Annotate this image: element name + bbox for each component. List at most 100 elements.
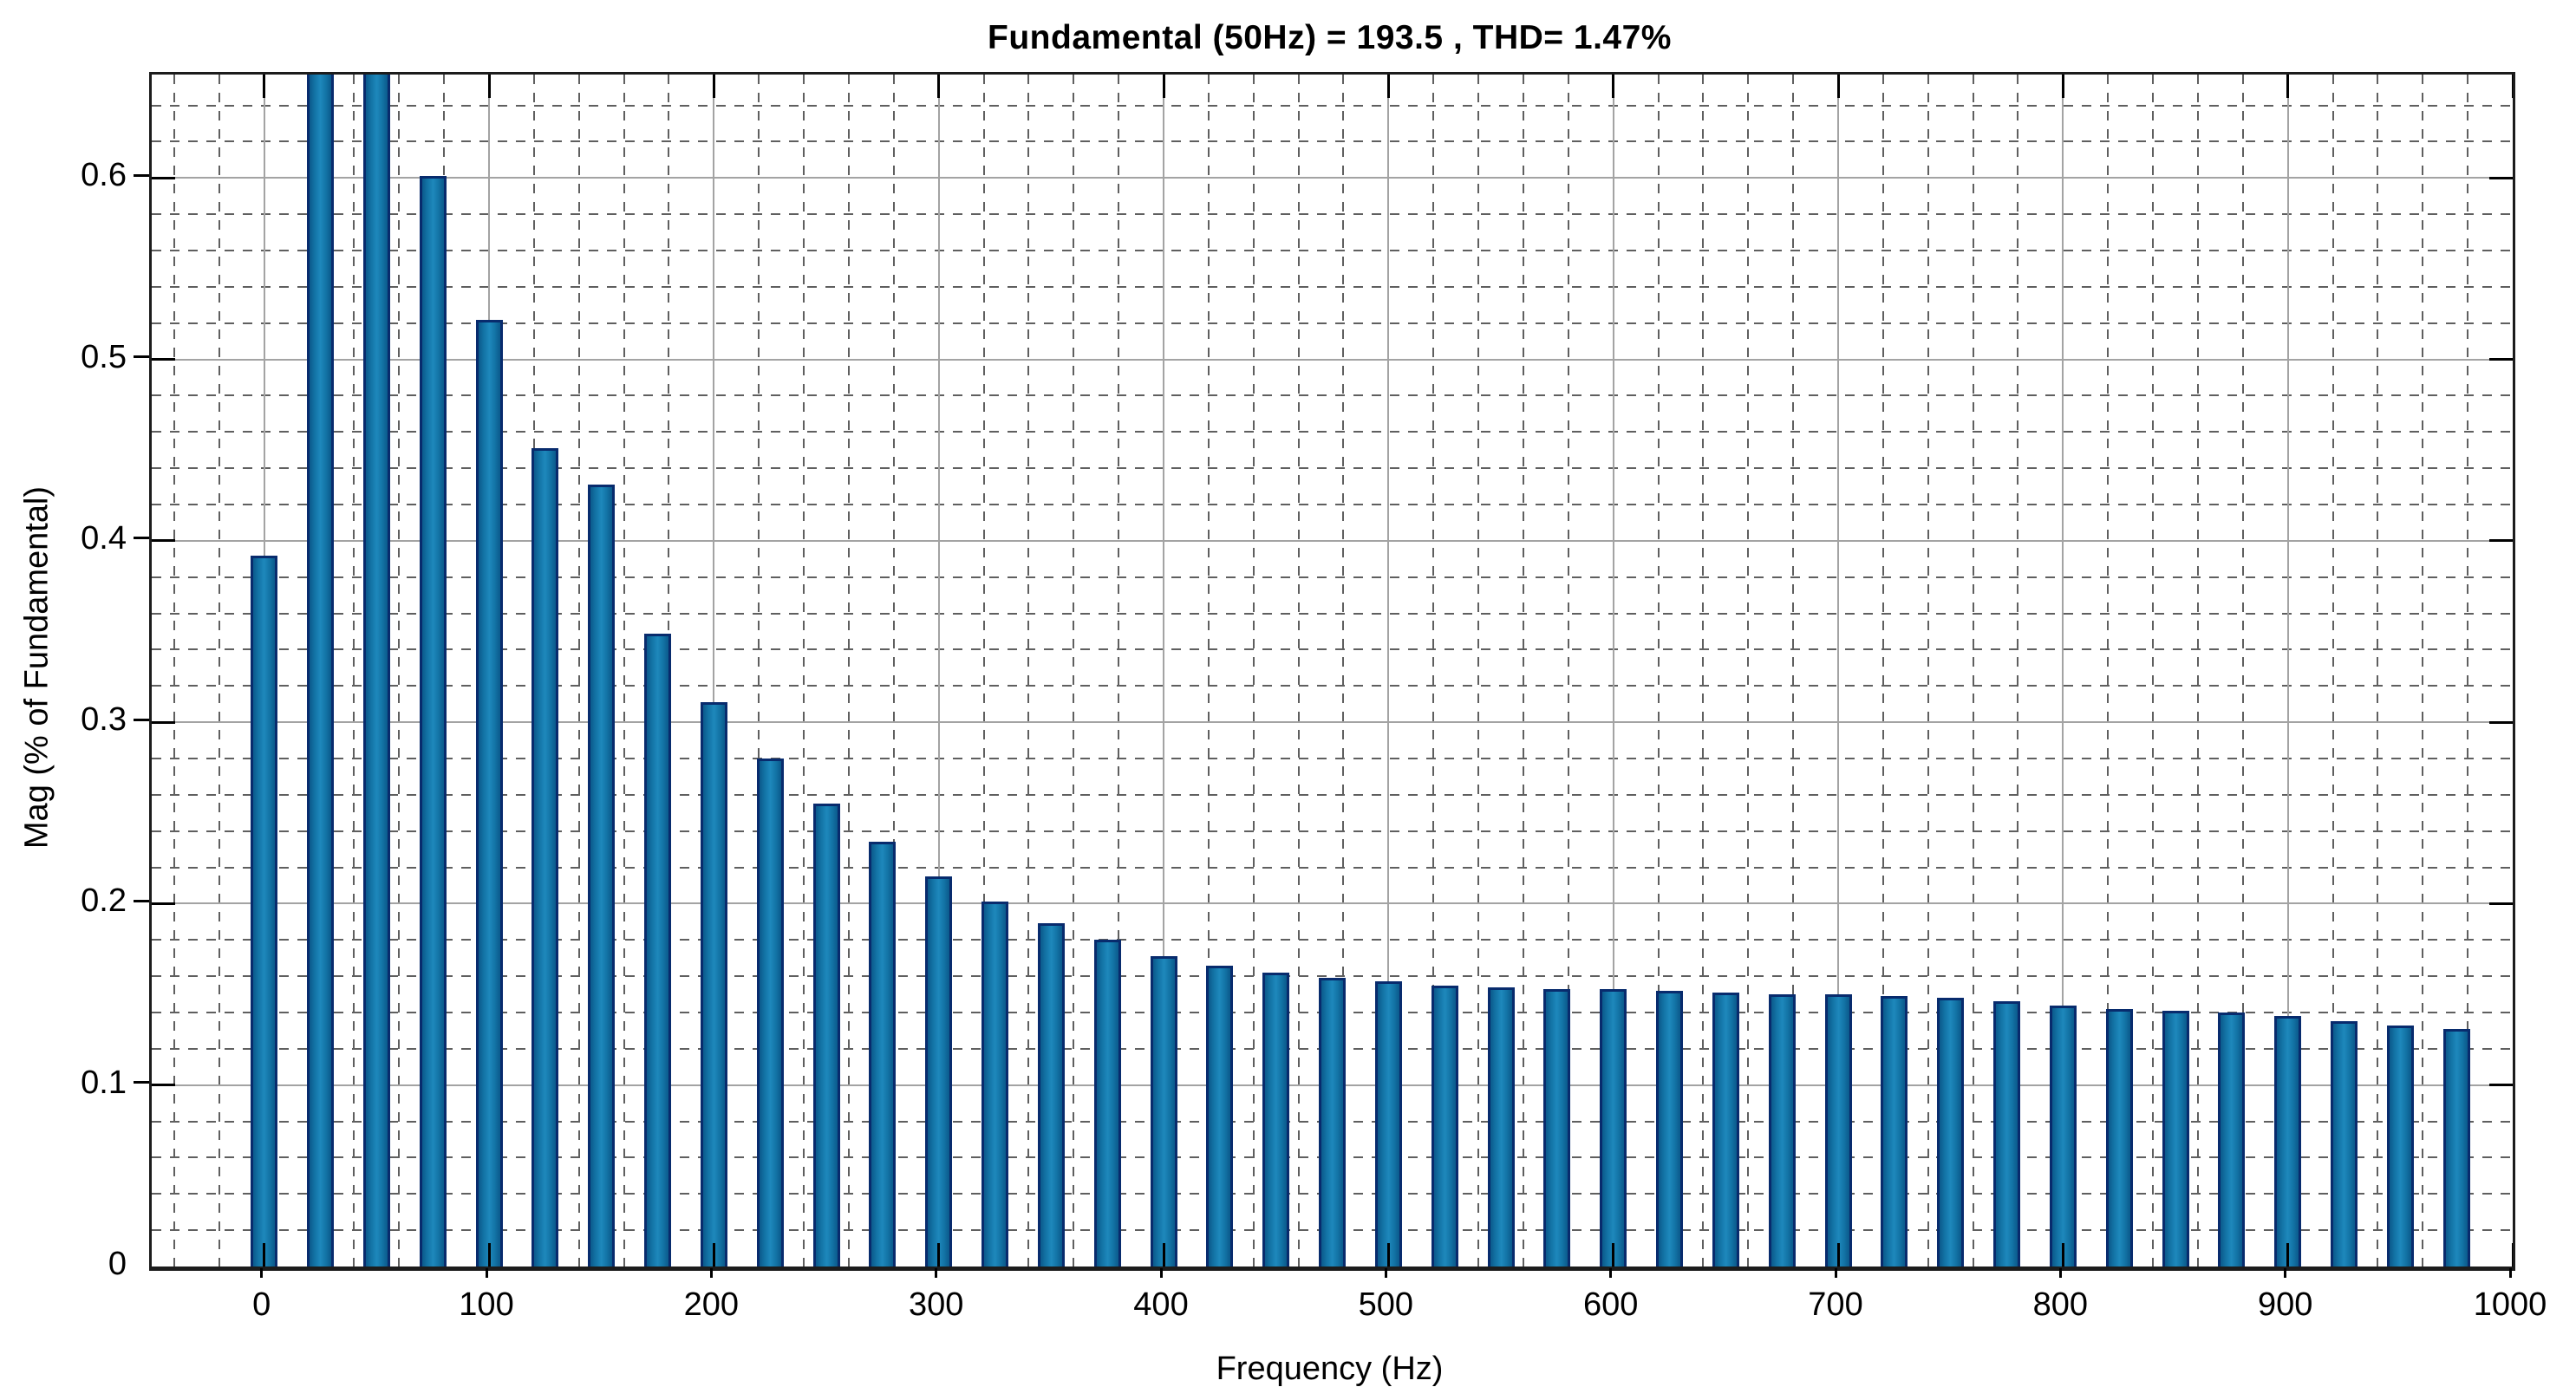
- bar-600hz: [1600, 988, 1627, 1267]
- x-tick-mark-top: [937, 75, 941, 98]
- x-tick-mark-top: [712, 75, 715, 98]
- y-tick-mark: [152, 902, 175, 905]
- bar-125hz: [532, 448, 559, 1267]
- gridline-minor-h: [152, 504, 2513, 505]
- x-tick-mark: [937, 1243, 941, 1267]
- y-tick-mark: [152, 539, 175, 543]
- bar-400hz: [1150, 956, 1177, 1267]
- gridline-minor-v: [1927, 75, 1929, 1267]
- x-tick-mark-top: [2286, 75, 2290, 98]
- gridline-minor-h: [152, 394, 2513, 397]
- gridline-minor-v: [218, 75, 220, 1267]
- gridline-minor-v: [1477, 75, 1480, 1267]
- gridline-minor-h: [152, 431, 2513, 433]
- bar-175hz: [644, 633, 671, 1267]
- gridline-minor-v: [1432, 75, 1435, 1267]
- bar-725hz: [1881, 996, 1908, 1267]
- bar-275hz: [869, 842, 897, 1267]
- bar-350hz: [1037, 923, 1065, 1267]
- bar-475hz: [1319, 978, 1346, 1267]
- y-tick-mark-outer: [134, 1081, 149, 1084]
- gridline-major-v: [1163, 75, 1164, 1267]
- gridline-major-v: [1612, 75, 1614, 1267]
- bar-575hz: [1543, 988, 1571, 1267]
- x-tick-label: 900: [2257, 1286, 2313, 1323]
- x-tick-label: 700: [1808, 1286, 1863, 1323]
- x-tick-mark-outer: [2508, 1268, 2512, 1278]
- gridline-minor-v: [2152, 75, 2155, 1267]
- gridline-minor-v: [1657, 75, 1660, 1267]
- x-tick-mark: [2286, 1243, 2290, 1267]
- y-tick-mark-outer: [134, 173, 149, 177]
- bar-75hz: [419, 176, 447, 1267]
- y-tick-mark-outer: [134, 718, 149, 721]
- gridline-minor-v: [577, 75, 580, 1267]
- y-tick-label: 0.4: [81, 519, 127, 557]
- x-tick-label: 800: [2032, 1286, 2089, 1323]
- gridline-minor-v: [1567, 75, 1569, 1267]
- x-tick-mark-outer: [1384, 1268, 1387, 1278]
- bar-50hz: [362, 75, 390, 1267]
- y-tick-label: 0.5: [81, 338, 127, 375]
- bar-25hz: [307, 75, 334, 1267]
- gridline-minor-v: [2017, 75, 2019, 1267]
- x-tick-mark-top: [1612, 75, 1615, 98]
- gridline-minor-v: [1702, 75, 1705, 1267]
- gridline-minor-v: [2422, 75, 2424, 1267]
- chart-title: Fundamental (50Hz) = 193.5 , THD= 1.47%: [988, 19, 1672, 56]
- y-tick-mark-right: [2489, 176, 2513, 179]
- y-tick-mark: [152, 1084, 175, 1087]
- gridline-major-h: [152, 358, 2513, 361]
- gridline-minor-v: [1747, 75, 1750, 1267]
- gridline-minor-v: [1342, 75, 1345, 1267]
- gridline-minor-v: [758, 75, 760, 1267]
- x-tick-mark-outer: [1159, 1268, 1163, 1278]
- gridline-major-h: [152, 177, 2513, 179]
- bar-900hz: [2274, 1016, 2302, 1267]
- x-tick-mark-outer: [2058, 1268, 2062, 1278]
- x-tick-mark-top: [263, 75, 266, 98]
- y-tick-label: 0: [108, 1246, 127, 1282]
- bar-850hz: [2162, 1010, 2189, 1267]
- gridline-minor-h: [152, 648, 2513, 651]
- gridline-minor-v: [847, 75, 850, 1267]
- x-tick-mark: [1386, 1243, 1390, 1267]
- gridline-minor-h: [152, 104, 2513, 107]
- x-tick-mark: [2061, 1243, 2064, 1267]
- gridline-minor-v: [1252, 75, 1255, 1267]
- bar-750hz: [1937, 998, 1965, 1267]
- bar-875hz: [2218, 1013, 2246, 1267]
- y-tick-mark: [152, 720, 175, 724]
- gridline-minor-v: [623, 75, 625, 1267]
- y-tick-mark-outer: [134, 355, 149, 359]
- bar-150hz: [588, 484, 616, 1267]
- x-tick-mark-outer: [709, 1268, 713, 1278]
- bar-825hz: [2105, 1008, 2133, 1267]
- gridline-minor-h: [152, 685, 2513, 687]
- y-tick-mark-outer: [134, 537, 149, 540]
- bar-650hz: [1712, 992, 1739, 1267]
- x-tick-mark-outer: [1834, 1268, 1837, 1278]
- bar-0hz: [251, 555, 278, 1267]
- gridline-minor-v: [1207, 75, 1210, 1267]
- gridline-minor-h: [152, 285, 2513, 288]
- gridline-minor-v: [2241, 75, 2244, 1267]
- x-tick-label: 500: [1358, 1286, 1414, 1323]
- gridline-major-h: [152, 902, 2513, 905]
- bar-375hz: [1093, 940, 1121, 1267]
- bar-325hz: [981, 902, 1008, 1267]
- gridline-minor-h: [152, 576, 2513, 578]
- gridline-minor-v: [1792, 75, 1795, 1267]
- bar-775hz: [1993, 1001, 2020, 1267]
- y-tick-mark-right: [2489, 1084, 2513, 1087]
- y-tick-mark-right: [2489, 902, 2513, 905]
- y-tick-mark: [152, 176, 175, 179]
- gridline-major-h: [152, 539, 2513, 542]
- x-tick-label: 200: [683, 1286, 740, 1323]
- x-tick-mark-top: [2511, 75, 2513, 98]
- bar-525hz: [1431, 985, 1458, 1267]
- y-tick-mark-outer: [134, 899, 149, 902]
- x-tick-mark: [1162, 1243, 1165, 1267]
- x-tick-mark-top: [1162, 75, 1165, 98]
- gridline-minor-v: [2196, 75, 2199, 1267]
